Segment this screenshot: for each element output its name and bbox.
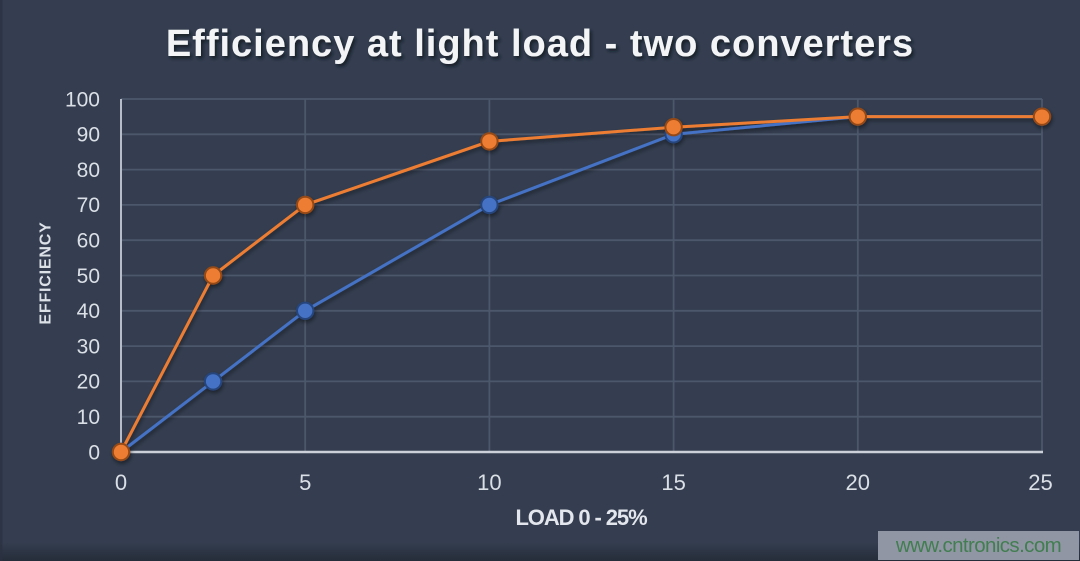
svg-text:www.cntronics.com: www.cntronics.com bbox=[895, 534, 1061, 557]
svg-text:50: 50 bbox=[77, 265, 100, 288]
svg-text:20: 20 bbox=[77, 371, 100, 394]
svg-text:20: 20 bbox=[846, 470, 870, 495]
svg-text:15: 15 bbox=[661, 470, 685, 495]
svg-text:10: 10 bbox=[477, 470, 501, 495]
svg-text:90: 90 bbox=[77, 124, 100, 147]
svg-text:80: 80 bbox=[77, 159, 100, 182]
svg-text:5: 5 bbox=[299, 470, 311, 495]
svg-text:60: 60 bbox=[77, 230, 100, 253]
svg-text:70: 70 bbox=[77, 194, 100, 217]
svg-text:30: 30 bbox=[77, 335, 100, 358]
svg-text:0: 0 bbox=[115, 470, 127, 495]
svg-text:EFFICIENCY: EFFICIENCY bbox=[38, 221, 55, 324]
svg-text:100: 100 bbox=[65, 88, 100, 111]
svg-text:0: 0 bbox=[88, 441, 100, 464]
svg-text:25: 25 bbox=[1028, 470, 1052, 495]
svg-text:LOAD 0 - 25%: LOAD 0 - 25% bbox=[515, 505, 647, 530]
svg-text:Efficiency at light load - two: Efficiency at light load - two converter… bbox=[166, 23, 914, 65]
svg-text:40: 40 bbox=[77, 300, 100, 323]
svg-text:10: 10 bbox=[77, 406, 100, 429]
